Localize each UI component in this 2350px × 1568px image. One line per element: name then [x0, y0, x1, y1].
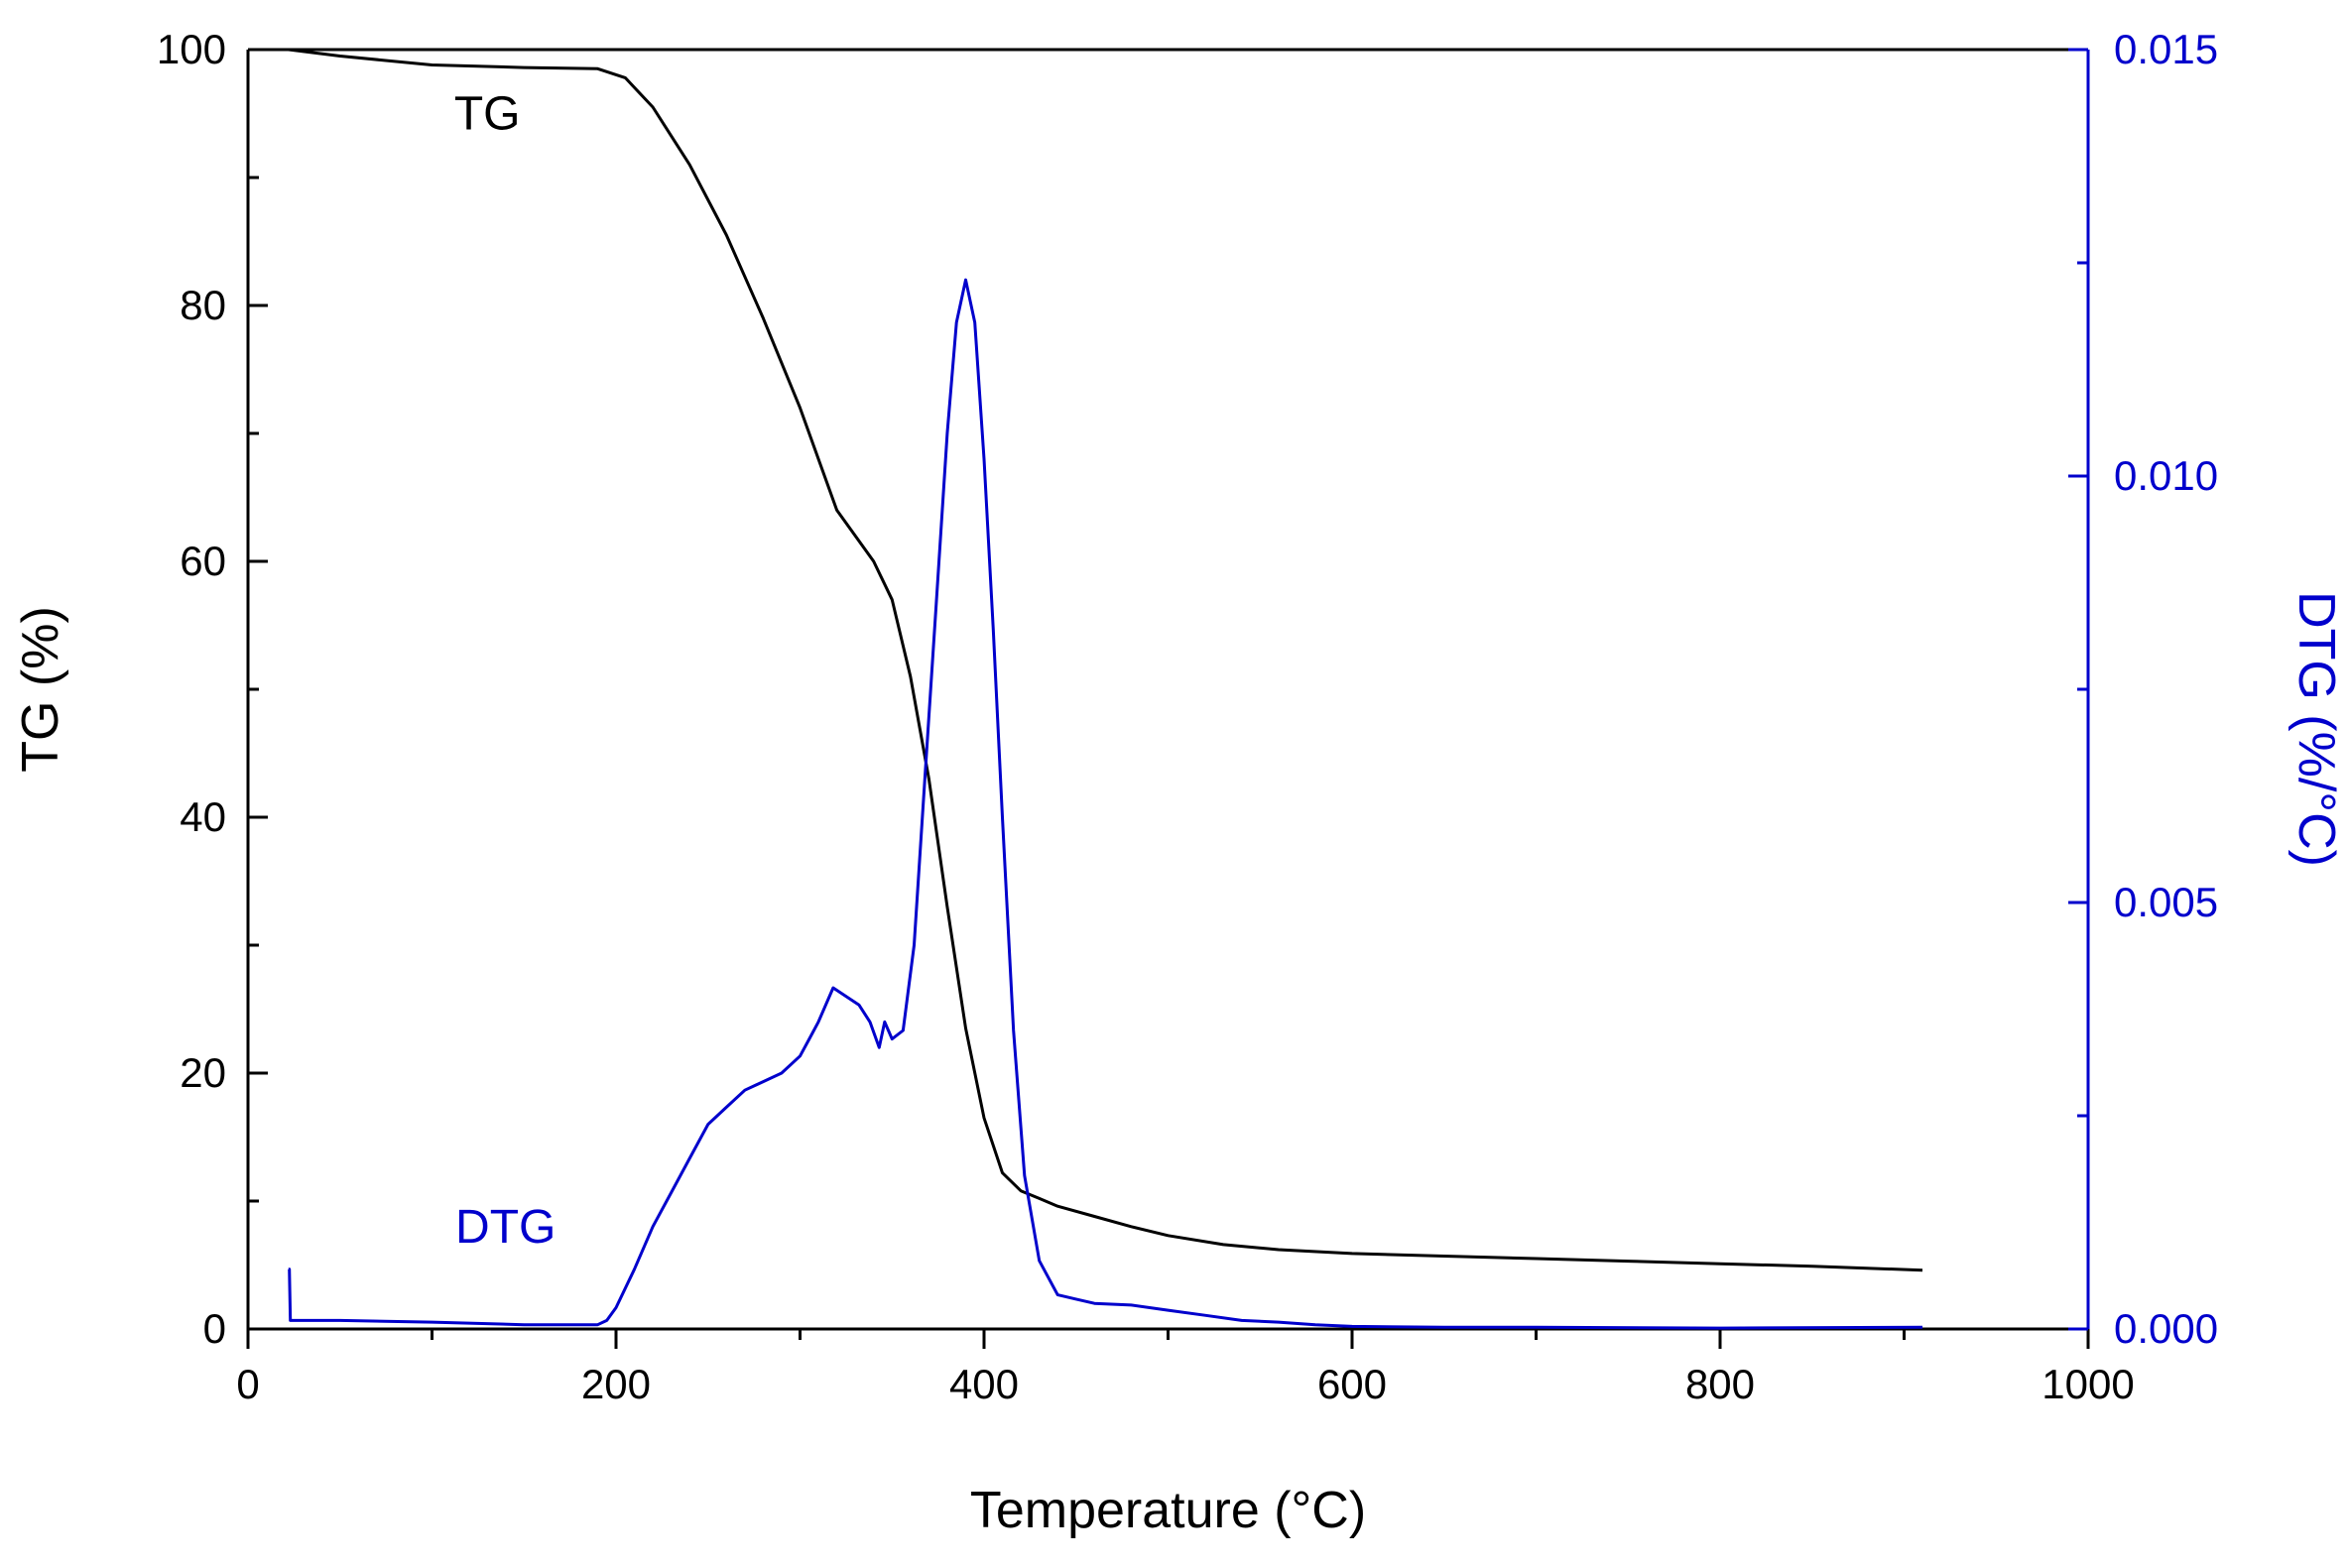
series-layer: [288, 48, 1923, 1330]
y-right-tick-label: 0.010: [2114, 452, 2218, 499]
y-left-tick-label: 100: [157, 26, 226, 72]
y-right-axis-title: DTG (%/°C): [2288, 591, 2345, 867]
y-left-axis: 0 20 40 60 80 100: [157, 26, 268, 1352]
x-tick-label: 800: [1685, 1361, 1755, 1407]
y-left-tick-label: 0: [203, 1305, 226, 1352]
label-layer: TG DTG Temperature (°C) TG (%) DTG (%/°C): [12, 88, 2345, 1540]
y-right-axis: 0.000 0.005 0.010 0.015: [2068, 26, 2218, 1352]
y-left-tick-label: 40: [180, 793, 226, 840]
x-tick-label: 1000: [2041, 1361, 2134, 1407]
x-tick-label: 400: [949, 1361, 1019, 1407]
plot-frame: [246, 48, 2090, 1331]
tg-annotation: TG: [454, 88, 521, 141]
x-axis-title: Temperature (°C): [970, 1482, 1366, 1539]
y-left-axis-title: TG (%): [12, 606, 69, 773]
x-tick-label: 200: [581, 1361, 651, 1407]
y-left-tick-label: 60: [180, 538, 226, 584]
y-left-tick-label: 80: [180, 282, 226, 328]
x-tick-label: 600: [1317, 1361, 1387, 1407]
x-tick-label: 0: [236, 1361, 259, 1407]
dtg-annotation: DTG: [455, 1201, 556, 1254]
dtg-series-line: [288, 278, 1923, 1330]
y-right-tick-label: 0.000: [2114, 1305, 2218, 1352]
x-axis: 0 200 400 600 800 1000: [236, 1329, 2135, 1407]
y-right-tick-label: 0.005: [2114, 879, 2218, 925]
tg-series-line: [288, 48, 1923, 1272]
y-right-tick-label: 0.015: [2114, 26, 2218, 72]
y-left-tick-label: 20: [180, 1049, 226, 1096]
